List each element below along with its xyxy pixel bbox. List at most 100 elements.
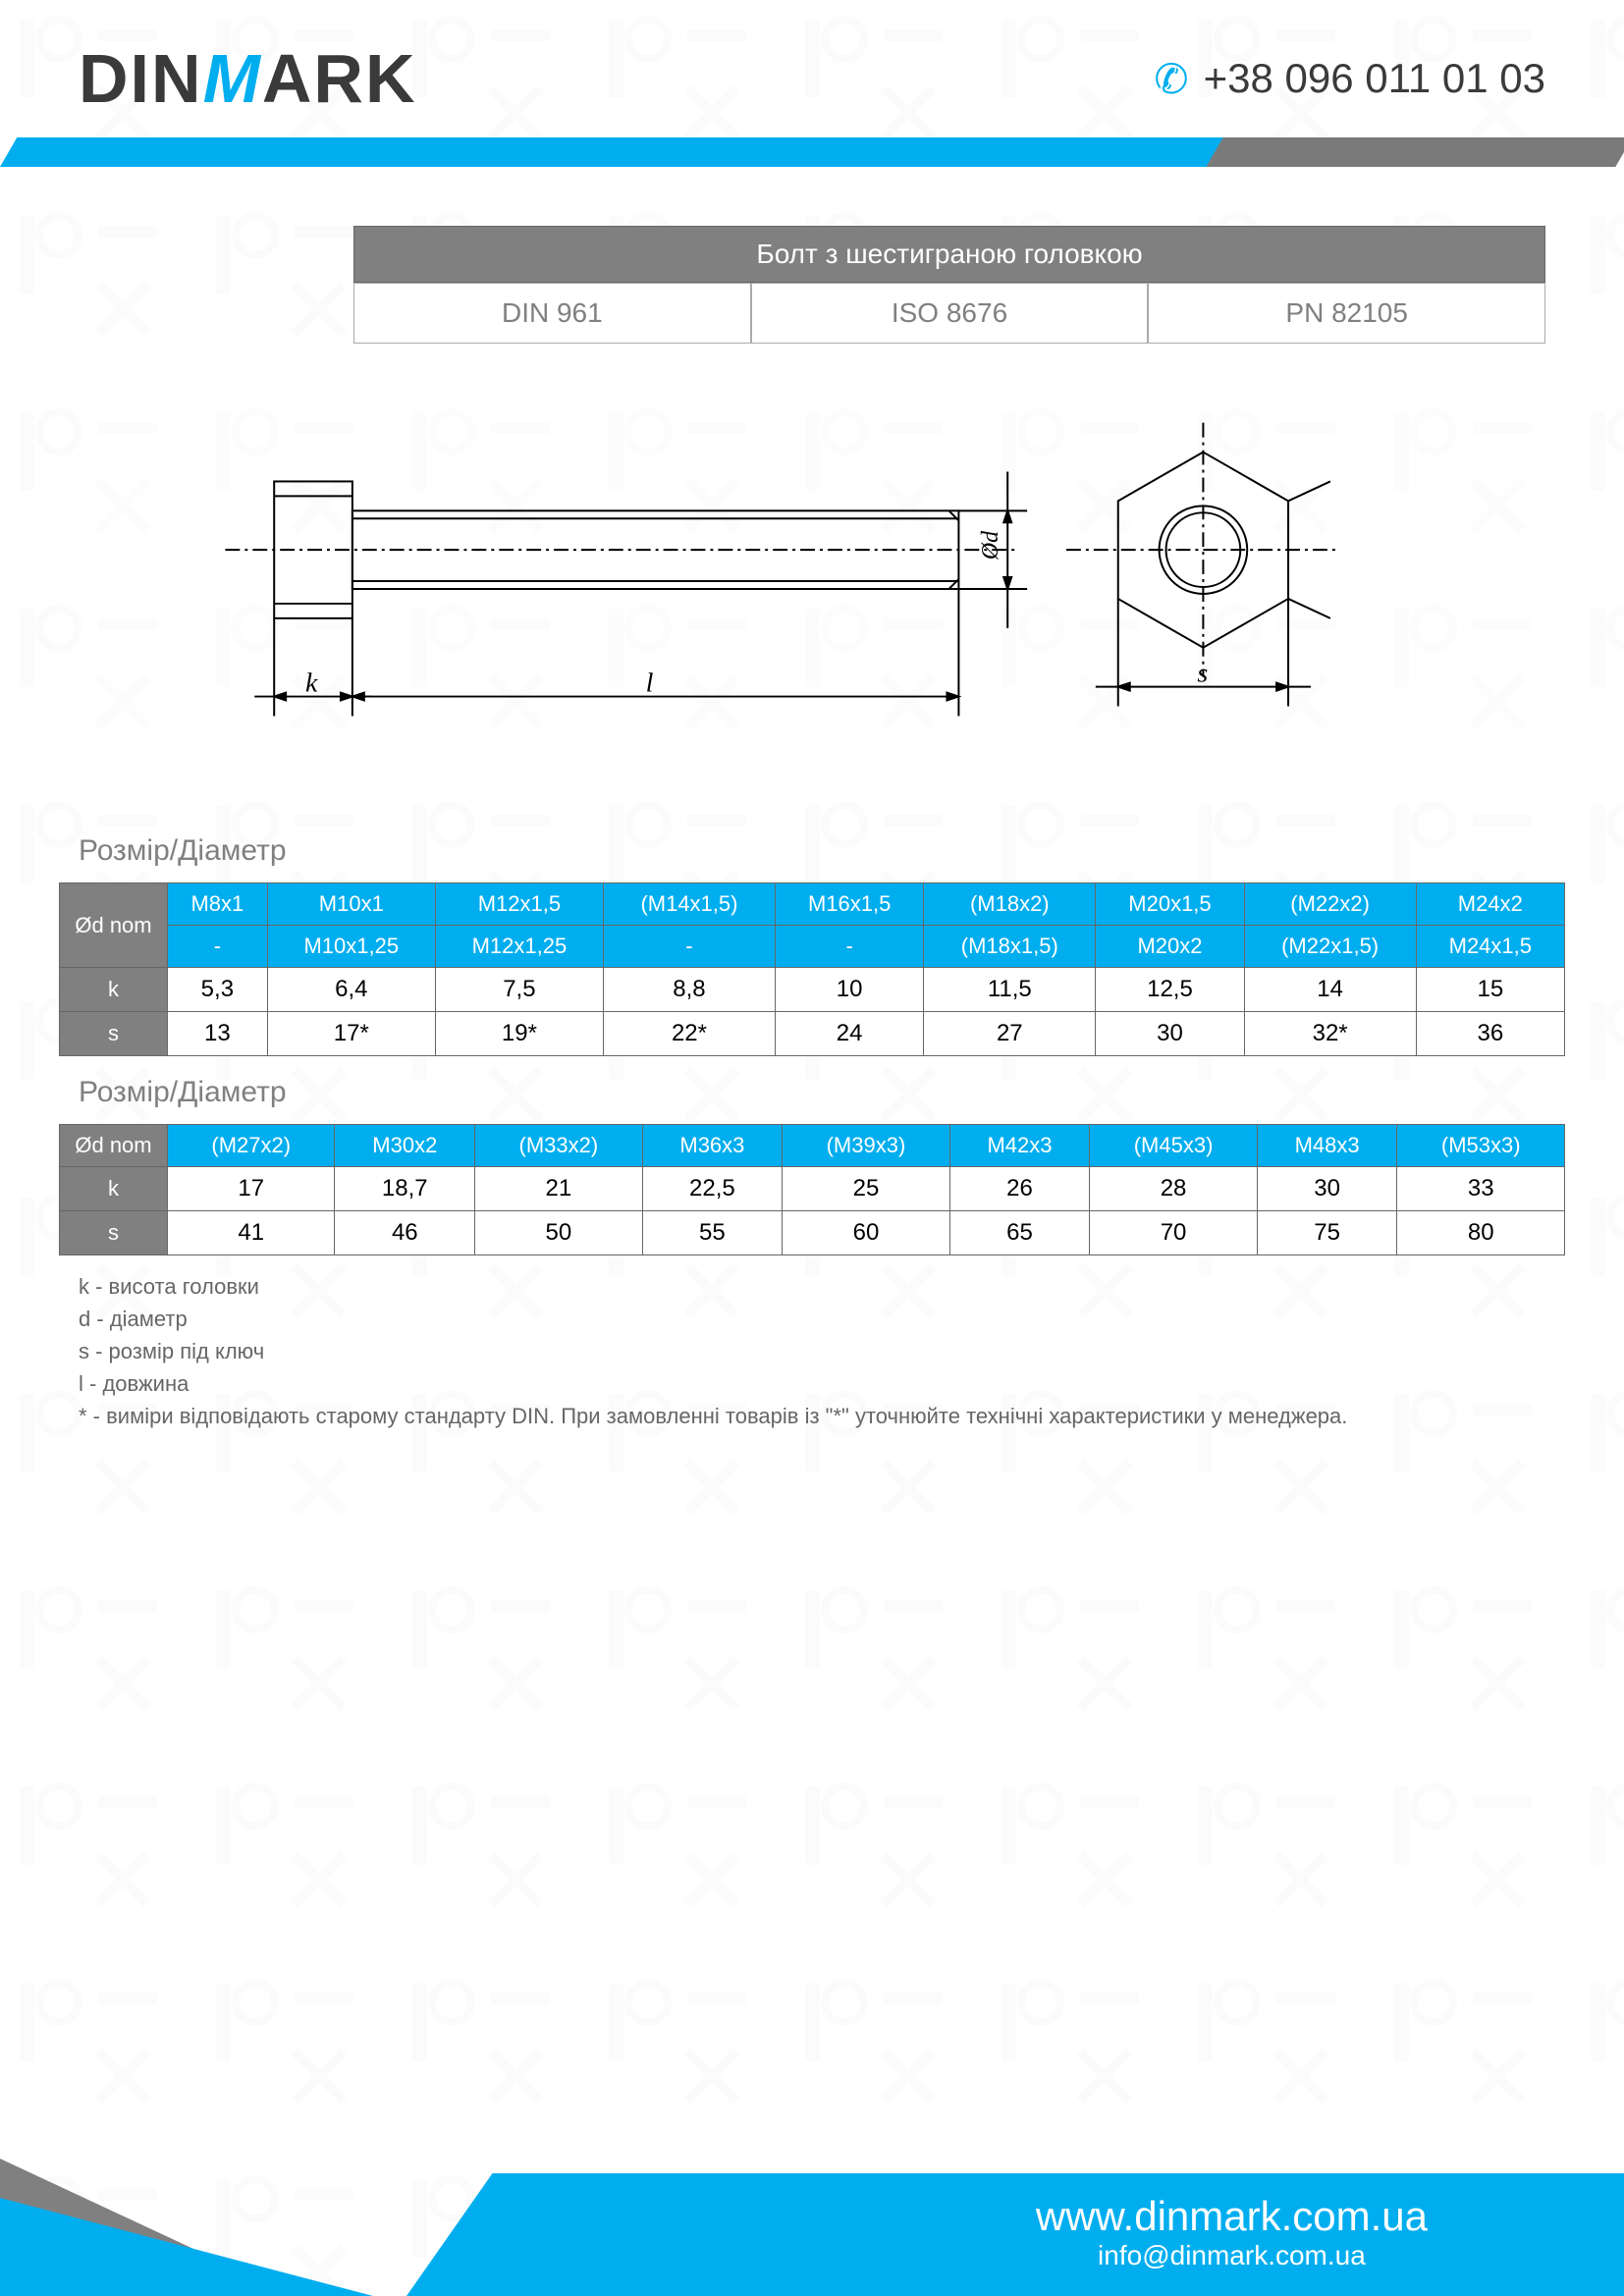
table-cell: 13 [168,1012,268,1056]
table-cell: M42x3 [949,1125,1090,1167]
table-cell: 50 [475,1211,642,1255]
table-cell: 15 [1416,968,1564,1012]
legend-s: s - розмір під ключ [79,1335,1545,1367]
standard-iso: ISO 8676 [751,283,1149,344]
table-cell: (M14x1,5) [603,883,775,926]
logo-text-2: ARK [262,40,417,117]
table-cell: (M39x3) [783,1125,949,1167]
table-cell: 8,8 [603,968,775,1012]
table-cell: M20x2 [1096,926,1244,968]
table-cell: 7,5 [435,968,603,1012]
legend: k - висота головки d - діаметр s - розмі… [79,1270,1545,1432]
table-cell: 24 [775,1012,923,1056]
table-cell: 19* [435,1012,603,1056]
table-cell: 22* [603,1012,775,1056]
table-cell: 65 [949,1211,1090,1255]
table-cell: M12x1,25 [435,926,603,968]
table-cell: (M22x1,5) [1244,926,1416,968]
table-cell: 12,5 [1096,968,1244,1012]
table-cell: 6,4 [267,968,435,1012]
table-cell: M24x1,5 [1416,926,1564,968]
table-cell: (M18x1,5) [924,926,1096,968]
table-cell: 36 [1416,1012,1564,1056]
footer: www.dinmark.com.ua info@dinmark.com.ua [0,2119,1624,2296]
table-cell: (M18x2) [924,883,1096,926]
table-cell: 30 [1257,1167,1397,1211]
legend-k: k - висота головки [79,1270,1545,1303]
table-cell: 80 [1397,1211,1565,1255]
table-cell: M24x2 [1416,883,1564,926]
table-cell: M20x1,5 [1096,883,1244,926]
table-cell: 11,5 [924,968,1096,1012]
section-title-2: Розмір/Діаметр [79,1076,1545,1109]
phone-number: ✆ +38 096 011 01 03 [1154,55,1545,103]
table-cell: 27 [924,1012,1096,1056]
table2-header-s: s [60,1211,168,1255]
standard-pn: PN 82105 [1148,283,1545,344]
table-cell: 17* [267,1012,435,1056]
table1-header-d: Ød nom [60,883,168,968]
svg-text:l: l [646,668,654,699]
product-title: Болт з шестиграною головкою [353,226,1545,283]
table-cell: 18,7 [335,1167,475,1211]
table-cell: 70 [1090,1211,1257,1255]
table-cell: 10 [775,968,923,1012]
table-cell: M48x3 [1257,1125,1397,1167]
table-cell: 41 [168,1211,335,1255]
footer-email: info@dinmark.com.ua [1036,2240,1428,2271]
table-cell: - [603,926,775,968]
table1-header-k: k [60,968,168,1012]
table-cell: M12x1,5 [435,883,603,926]
technical-drawing: k l Ød [79,402,1545,775]
table-1: Ød nom M8x1 M10x1 M12x1,5 (M14x1,5) M16x… [59,882,1565,1056]
table2-header-k: k [60,1167,168,1211]
table-cell: 22,5 [642,1167,783,1211]
table-cell: 32* [1244,1012,1416,1056]
table-cell: 25 [783,1167,949,1211]
table-2: Ød nom (M27x2) M30x2 (M33x2) M36x3 (M39x… [59,1124,1565,1255]
table-cell: 75 [1257,1211,1397,1255]
table-cell: M10x1,25 [267,926,435,968]
table2-header-d: Ød nom [60,1125,168,1167]
table-cell: 17 [168,1167,335,1211]
table-cell: 60 [783,1211,949,1255]
header-decoration [0,137,1624,167]
phone-text: +38 096 011 01 03 [1204,55,1545,102]
table-cell: 21 [475,1167,642,1211]
table-cell: M30x2 [335,1125,475,1167]
logo-m: M [203,40,262,117]
table-cell: M36x3 [642,1125,783,1167]
phone-icon: ✆ [1154,55,1188,103]
table-cell: (M53x3) [1397,1125,1565,1167]
svg-text:Ød: Ød [978,531,1003,561]
table-cell: - [168,926,268,968]
legend-note: * - виміри відповідають старому стандарт… [79,1400,1545,1432]
table-cell: 46 [335,1211,475,1255]
standards-row: DIN 961 ISO 8676 PN 82105 [353,283,1545,344]
table-cell: 28 [1090,1167,1257,1211]
table-cell: M8x1 [168,883,268,926]
table-cell: - [775,926,923,968]
section-title-1: Розмір/Діаметр [79,834,1545,868]
legend-l: l - довжина [79,1367,1545,1400]
table-cell: 5,3 [168,968,268,1012]
table-cell: (M45x3) [1090,1125,1257,1167]
legend-d: d - діаметр [79,1303,1545,1335]
svg-text:s: s [1197,659,1208,689]
table-cell: (M22x2) [1244,883,1416,926]
standard-din: DIN 961 [353,283,751,344]
table-cell: 33 [1397,1167,1565,1211]
table-cell: (M33x2) [475,1125,642,1167]
logo-text-1: DIN [79,40,203,117]
table-cell: 30 [1096,1012,1244,1056]
svg-text:k: k [305,668,318,699]
table-cell: M10x1 [267,883,435,926]
footer-url: www.dinmark.com.ua [1036,2193,1428,2240]
title-section: Болт з шестиграною головкою DIN 961 ISO … [79,226,1545,344]
header: DINMARK ✆ +38 096 011 01 03 [0,0,1624,167]
table-cell: 14 [1244,968,1416,1012]
table-cell: M16x1,5 [775,883,923,926]
table-cell: 55 [642,1211,783,1255]
table-cell: 26 [949,1167,1090,1211]
table-cell: (M27x2) [168,1125,335,1167]
